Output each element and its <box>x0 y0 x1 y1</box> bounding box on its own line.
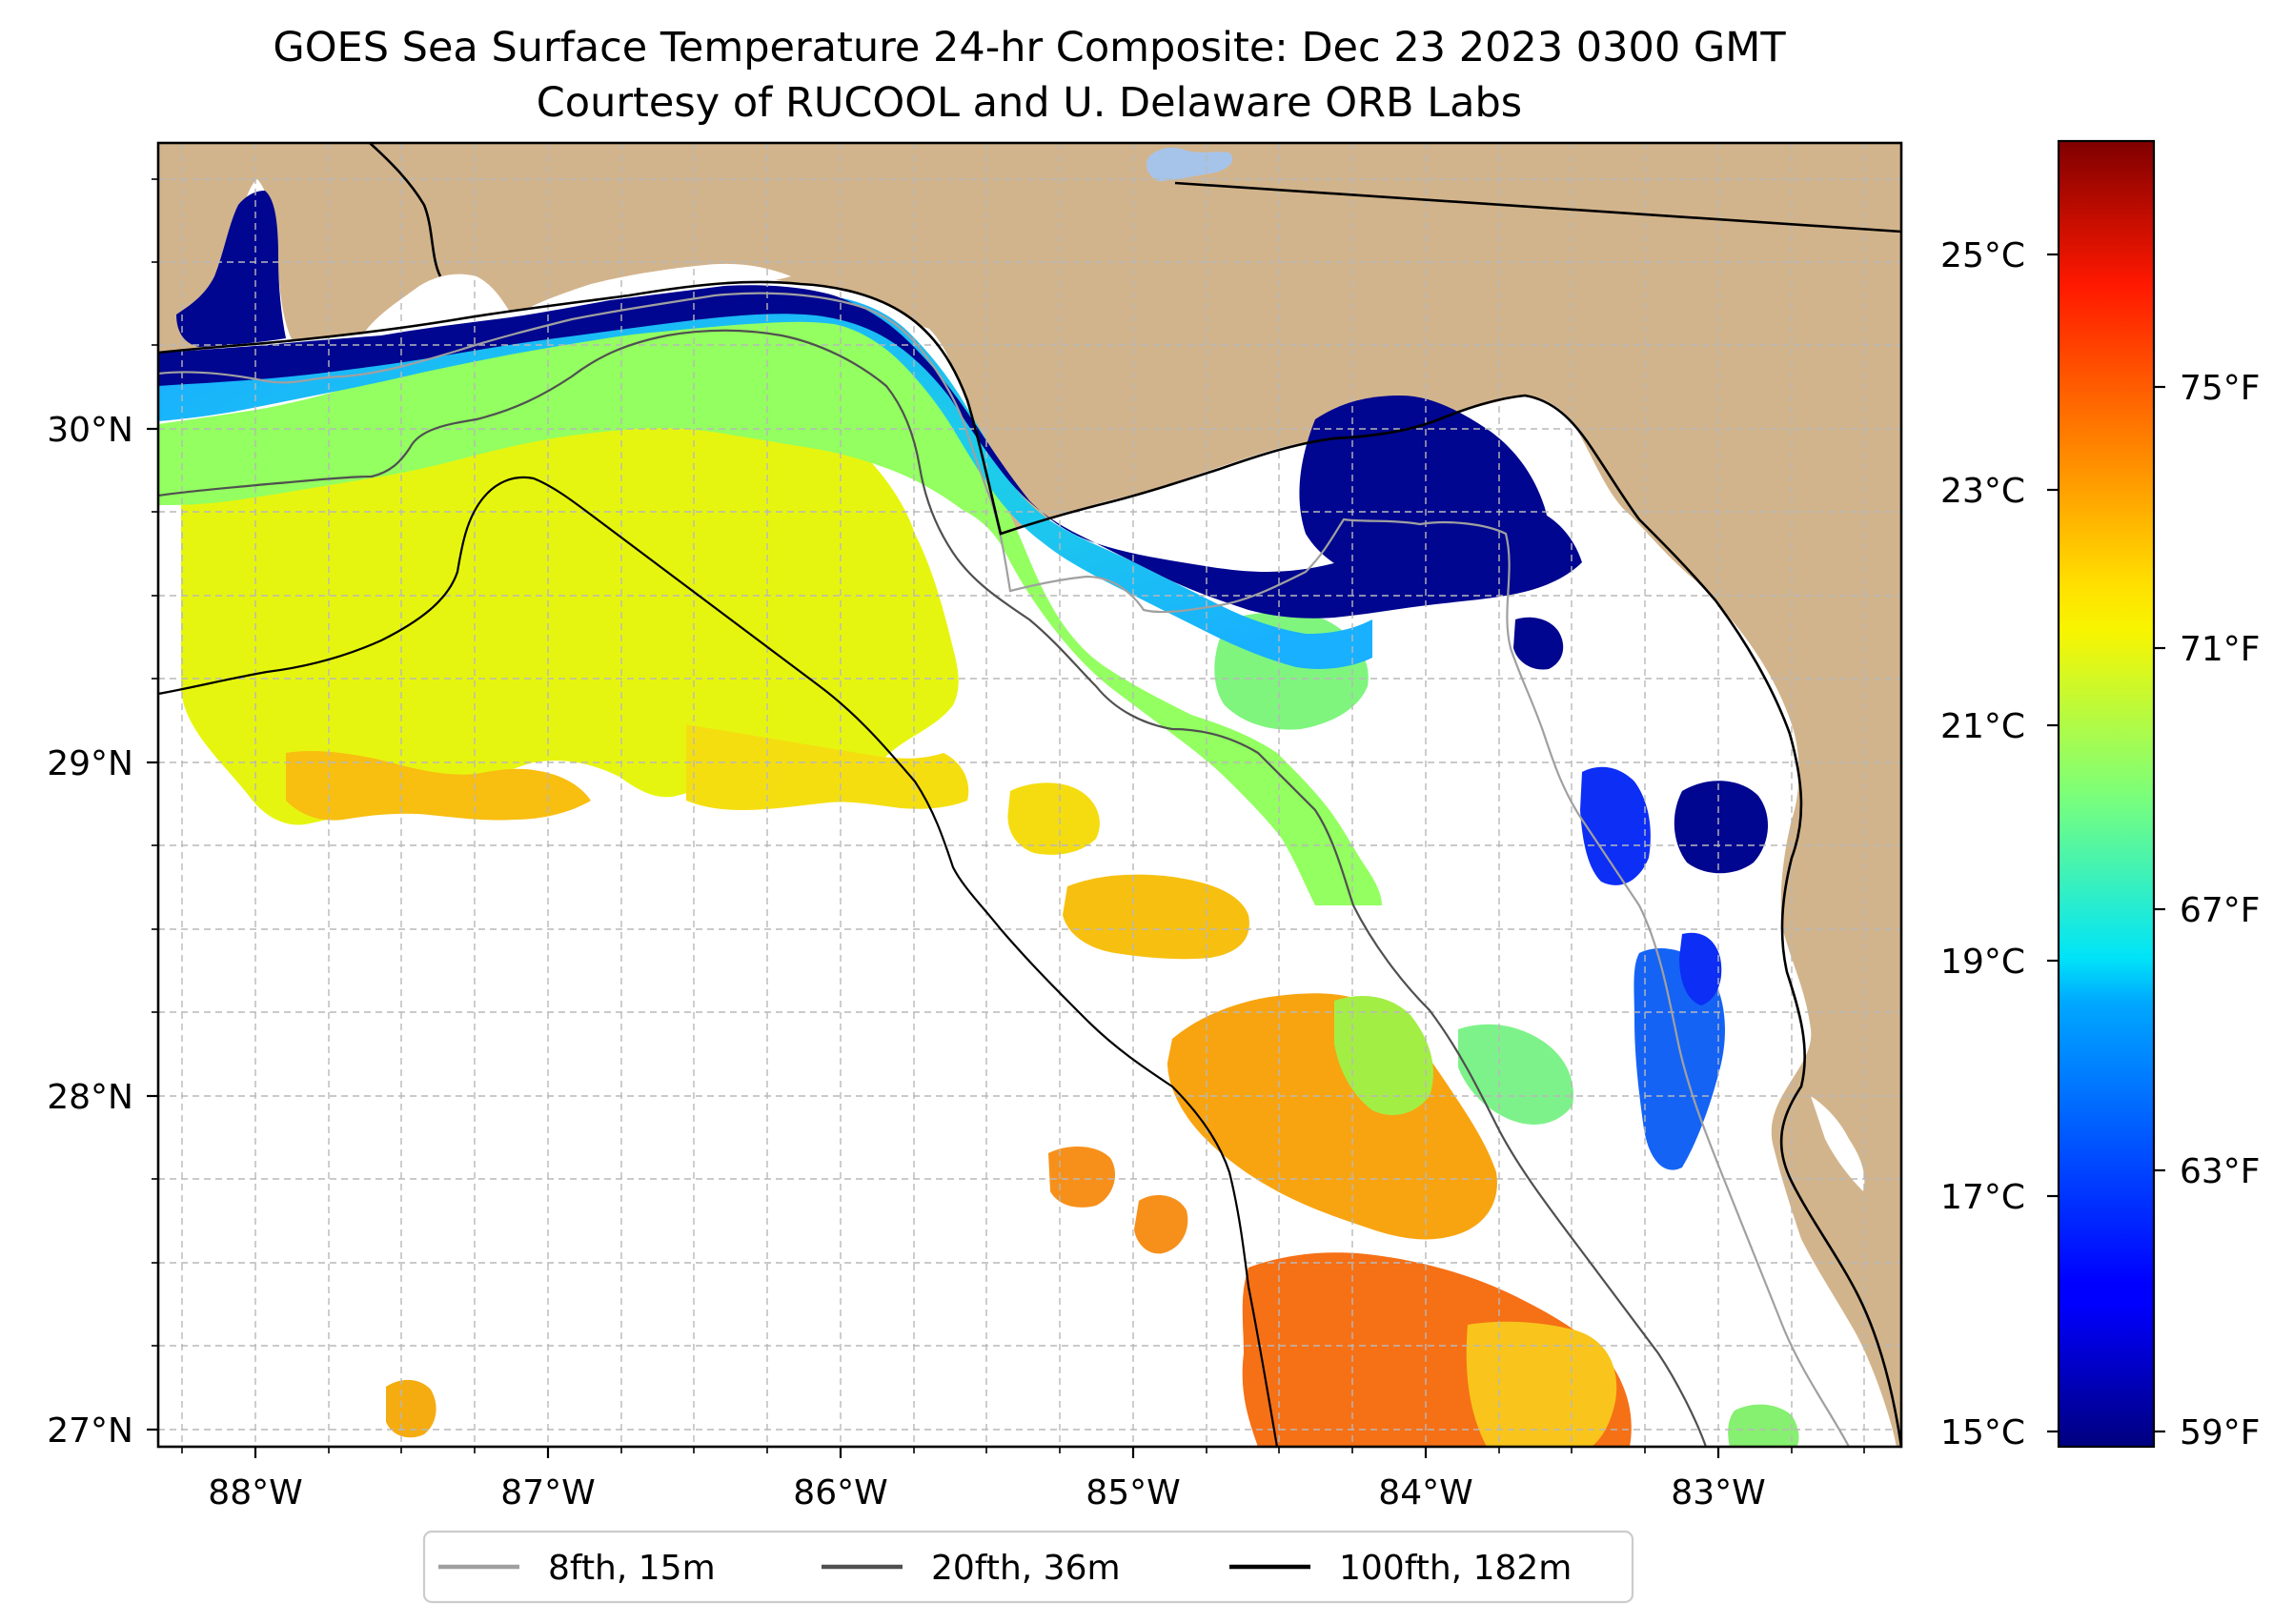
legend-label-8fth: 8fth, 15m <box>548 1549 716 1588</box>
lon-label-87w: 87°W <box>500 1473 595 1512</box>
legend-box <box>422 1530 1634 1604</box>
lon-label-84w: 84°W <box>1378 1473 1472 1512</box>
colorbar: 25°C 23°C 21°C 19°C 17°C 15°C 75°F 71°F … <box>1940 139 2261 1452</box>
colorbar-label-23c: 23°C <box>1940 472 2025 511</box>
sst-patch-orange-87-5w <box>386 1379 436 1438</box>
state-border <box>1174 181 1901 233</box>
sst-patch-navy-29-4n <box>1513 617 1564 670</box>
sst-band-green <box>158 309 1382 905</box>
colorbar-label-71f: 71°F <box>2180 630 2261 669</box>
colorbar-label-19c: 19°C <box>1940 943 2025 982</box>
colorbar-label-21c: 21°C <box>1940 707 2025 746</box>
colorbar-label-59f: 59°F <box>2180 1413 2261 1452</box>
sst-patch-orange-27-5n <box>1134 1195 1188 1254</box>
land-north <box>158 143 1901 1447</box>
lat-label-27n: 27°N <box>47 1411 133 1451</box>
lat-label-29n: 29°N <box>47 744 133 783</box>
axis-ticks <box>147 427 1720 1458</box>
sst-patch-orange-84-9w <box>1063 874 1249 960</box>
colorbar-label-25c: 25°C <box>1940 236 2025 275</box>
legend-label-100fth: 100fth, 182m <box>1339 1549 1572 1588</box>
colorbar-label-75f: 75°F <box>2180 369 2261 408</box>
sst-data-layer <box>158 191 1799 1447</box>
axis-minor-ticks <box>152 178 1865 1453</box>
sst-patch-big-bend <box>1299 396 1550 599</box>
colorbar-label-63f: 63°F <box>2180 1152 2261 1191</box>
isobath-100fth <box>158 476 1279 1447</box>
colorbar-label-67f: 67°F <box>2180 891 2261 930</box>
map-gridlines <box>158 143 1901 1447</box>
sst-patch-yellow-85w <box>1007 782 1100 855</box>
lat-label-30n: 30°N <box>47 411 133 450</box>
lon-label-83w: 83°W <box>1671 1473 1765 1512</box>
sst-patch-orange-27-7n <box>1048 1147 1115 1208</box>
sst-patch-mobile-bay <box>176 191 286 347</box>
legend-label-20fth: 20fth, 36m <box>931 1549 1121 1588</box>
isobath-8fth <box>158 292 1850 1447</box>
map-panel <box>158 143 1901 1447</box>
colorbar-gradient <box>2057 139 2156 1449</box>
sst-patch-green-28n <box>1334 996 1433 1115</box>
map-frame <box>156 141 1903 1449</box>
lake-inland <box>1146 147 1233 181</box>
sst-patch-yellow-south <box>1466 1321 1617 1447</box>
sst-patch-yellow-tail <box>686 724 969 810</box>
colorbar-label-17c: 17°C <box>1940 1178 2025 1217</box>
lon-label-85w: 85°W <box>1086 1473 1180 1512</box>
map-title-line-2: Courtesy of RUCOOL and U. Delaware ORB L… <box>537 79 1522 127</box>
sst-patch-blue-28-5n <box>1679 932 1722 1005</box>
lat-label-28n: 28°N <box>47 1078 133 1117</box>
sst-patch-green-83-5w <box>1458 1024 1573 1125</box>
lon-label-88w: 88°W <box>208 1473 302 1512</box>
coastline <box>158 280 1901 1447</box>
colorbar-label-15c: 15°C <box>1940 1413 2025 1452</box>
sst-band-cyan <box>158 294 1372 669</box>
isobath-legend: 8fth, 15m 20fth, 36m 100fth, 182m <box>422 1530 1634 1604</box>
perdido-pensacola-bays <box>362 274 515 335</box>
lon-label-86w: 86°W <box>793 1473 887 1512</box>
map-title-line-1: GOES Sea Surface Temperature 24-hr Compo… <box>273 24 1786 71</box>
sst-patch-navy-83w <box>1674 781 1769 874</box>
isobath-20fth <box>158 329 1708 1447</box>
choctawhatchee-bay <box>515 263 791 316</box>
state-border-west <box>369 143 442 277</box>
sst-patch-orange-west <box>286 751 591 821</box>
sst-patch-yellow-west <box>181 366 959 825</box>
tampa-bay <box>1811 1096 1865 1191</box>
sst-patch-green-se <box>1728 1404 1799 1447</box>
sst-patch-blue-83-6w <box>1580 766 1651 885</box>
